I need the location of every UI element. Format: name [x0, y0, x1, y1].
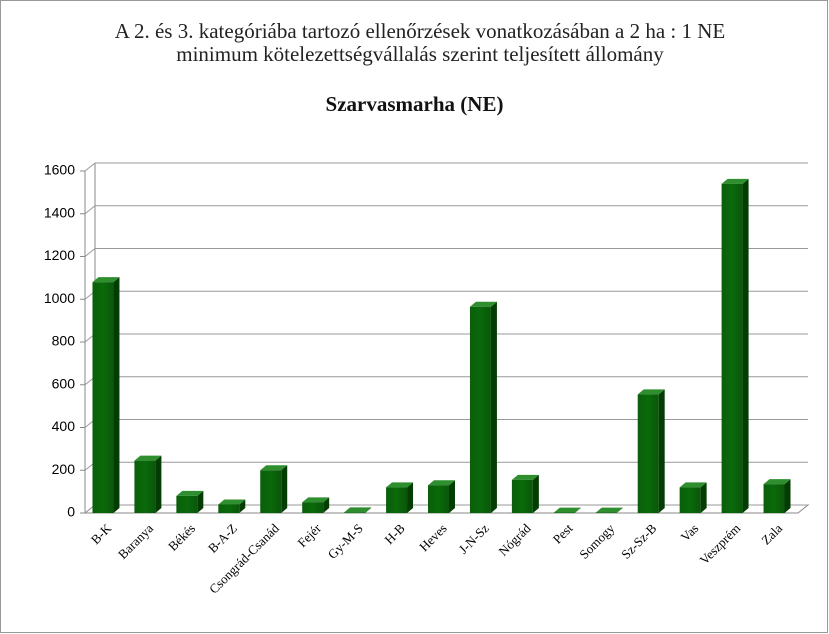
bar-side	[155, 455, 162, 513]
y-tick-label: 1600	[44, 162, 75, 178]
bar-side	[281, 465, 288, 513]
x-tick-label: Sz-Sz-B	[618, 520, 659, 561]
x-tick-label: Veszprém	[696, 521, 743, 568]
bar-top	[637, 389, 665, 395]
x-tick-label: H-B	[381, 520, 408, 547]
bar	[637, 394, 659, 513]
bar	[260, 470, 282, 513]
bar-top	[428, 480, 455, 486]
bar-top	[679, 482, 707, 488]
bar-top	[511, 474, 539, 480]
x-tick-label: Gy-M-S	[325, 521, 366, 562]
bar-top	[721, 178, 749, 184]
x-tick-label: Békés	[165, 521, 198, 554]
y-tick-label: 0	[67, 504, 75, 520]
grid-line	[84, 162, 96, 172]
y-tick-label: 1400	[44, 204, 75, 220]
bar-top	[218, 499, 246, 505]
x-tick-label: Fejér	[294, 520, 324, 550]
bar	[176, 495, 198, 513]
bar-top	[344, 507, 372, 513]
bar	[134, 460, 156, 513]
bar-top	[763, 479, 791, 485]
bar-side	[197, 490, 204, 513]
bar-top	[553, 507, 581, 513]
x-tick-label: Pest	[550, 520, 576, 546]
bar	[763, 484, 785, 513]
bar-side	[113, 277, 120, 513]
chart-subtitle: Szarvasmarha (NE)	[325, 92, 504, 116]
x-tick-label: J-N-Sz	[456, 520, 492, 556]
x-tick-label: B-K	[88, 520, 115, 547]
x-tick-label: Somogy	[576, 520, 618, 562]
bar-side	[616, 507, 623, 513]
x-tick-label: Vas	[677, 521, 701, 545]
bar-side	[532, 474, 539, 513]
bar	[302, 502, 324, 513]
grid-line	[84, 248, 96, 257]
bar-top	[386, 482, 414, 488]
bar-top	[92, 277, 120, 283]
bar	[679, 487, 701, 513]
x-tick-label: B-A-Z	[205, 521, 240, 556]
bar	[428, 485, 449, 513]
x-tick-label: Heves	[416, 521, 450, 555]
bar-side	[365, 507, 372, 513]
x-tick-label: Baranya	[115, 520, 156, 561]
bar-side	[239, 499, 246, 513]
bar-side	[448, 480, 455, 513]
bar-top	[176, 490, 204, 496]
y-tick-label: 800	[52, 333, 76, 349]
bar-side	[323, 497, 330, 513]
chart-title: A 2. és 3. kategóriába tartozó ellenőrzé…	[114, 19, 726, 66]
bar	[511, 479, 533, 513]
bar-top	[595, 507, 623, 513]
grid-line	[84, 205, 96, 215]
bar	[92, 282, 114, 513]
x-tick-label: Nógrád	[495, 520, 534, 559]
bar-top	[469, 301, 497, 307]
bar-top	[134, 455, 162, 461]
bar-side	[574, 507, 581, 513]
bar	[469, 306, 491, 513]
bar-side	[700, 482, 707, 513]
bar-side	[490, 301, 497, 513]
y-tick-label: 1200	[44, 247, 75, 263]
bar	[386, 487, 408, 513]
y-tick-label: 1000	[44, 290, 75, 306]
bar	[344, 512, 366, 513]
bar-top	[302, 497, 330, 503]
bar-side	[784, 479, 791, 513]
bar-side	[742, 178, 749, 513]
bar	[218, 504, 240, 513]
bar-top	[260, 465, 288, 471]
y-tick-label: 200	[52, 461, 76, 477]
y-tick-label: 600	[52, 375, 76, 391]
bar-side	[658, 389, 665, 513]
bar-side	[407, 482, 414, 513]
y-tick-label: 400	[52, 418, 76, 434]
bar	[721, 183, 743, 513]
x-tick-label: Zala	[758, 520, 785, 547]
